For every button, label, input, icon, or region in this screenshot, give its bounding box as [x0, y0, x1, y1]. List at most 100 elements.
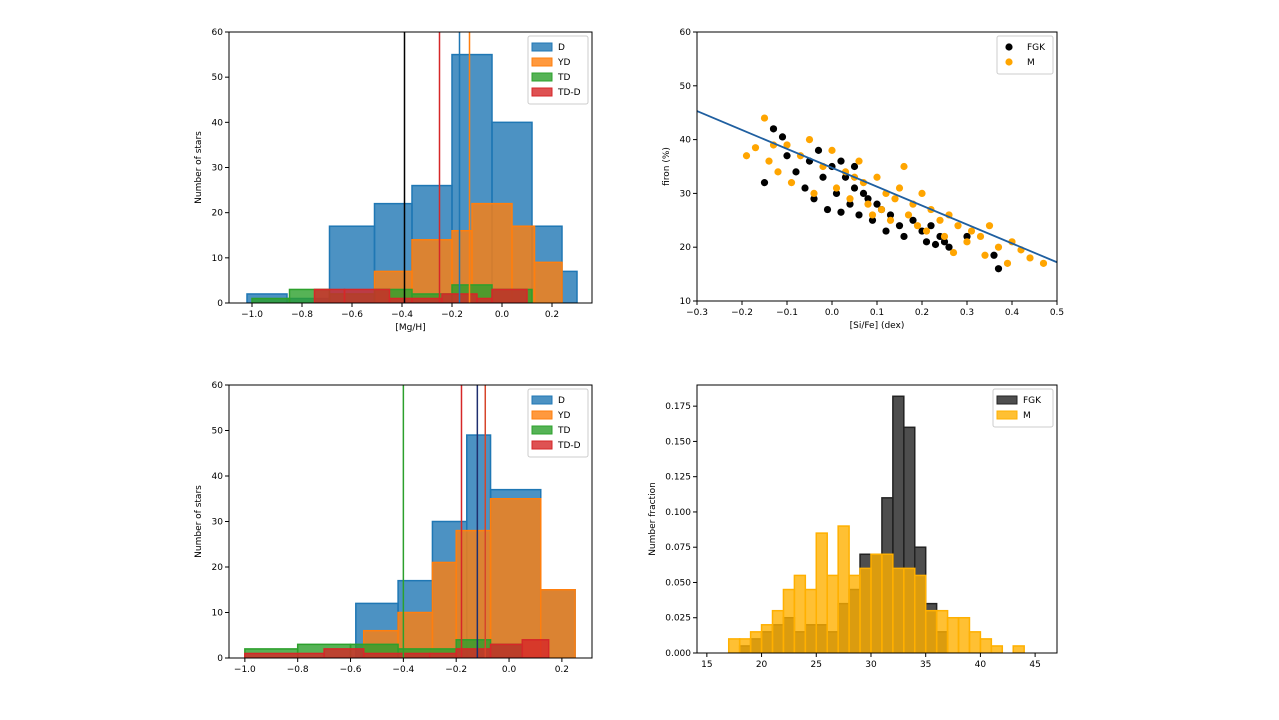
- legend-label: TD: [557, 73, 570, 83]
- x-axis-label: [Mg/H]: [395, 323, 425, 333]
- x-tick-label: 15: [701, 660, 712, 670]
- y-tick-label: 10: [212, 609, 224, 619]
- y-axis-label: firon (%): [662, 147, 672, 186]
- scatter-point: [981, 251, 989, 259]
- hist-bar: [489, 498, 542, 658]
- scatter-point: [1026, 254, 1034, 262]
- scatter-point: [805, 136, 814, 144]
- hist-bar: [903, 426, 916, 653]
- scatter-point: [837, 157, 845, 165]
- hist-bar: [251, 297, 291, 303]
- scatter-point: [778, 133, 787, 141]
- scatter-point: [994, 265, 1003, 273]
- y-tick-label: 0.175: [665, 402, 691, 412]
- hist-bar: [859, 567, 872, 653]
- scatter-point: [954, 222, 962, 230]
- hist-bar: [429, 652, 457, 658]
- hist-bar: [533, 261, 563, 303]
- y-tick-label: 30: [680, 189, 692, 199]
- hist-bar: [935, 609, 949, 653]
- scatter-point: [855, 211, 863, 219]
- scatter-point: [850, 184, 859, 192]
- scatter-point: [994, 243, 1003, 251]
- scatter-point: [819, 173, 827, 181]
- scatter-point: [922, 238, 931, 246]
- y-axis-label: Number of stars: [194, 485, 204, 558]
- x-tick-label: −0.2: [731, 308, 753, 318]
- scatter-point: [765, 157, 773, 165]
- scatter-point: [864, 200, 872, 208]
- legend-swatch: [531, 425, 553, 435]
- hist-bar: [727, 638, 741, 653]
- scatter-point: [846, 200, 854, 208]
- x-tick-label: −0.4: [392, 665, 414, 675]
- scatter-point: [823, 205, 832, 214]
- hist-bar: [362, 652, 431, 658]
- hist-bar: [411, 297, 443, 303]
- scatter-point: [868, 216, 877, 224]
- scatter-point: [792, 168, 800, 176]
- scatter-point: [886, 211, 895, 219]
- hist-bar: [323, 648, 365, 658]
- y-tick-label: 40: [212, 118, 224, 128]
- scatter-point: [940, 238, 949, 246]
- scatter-point: [859, 189, 868, 197]
- legend-swatch: [531, 410, 553, 420]
- hist-bar: [431, 561, 457, 658]
- scatter-point: [783, 141, 791, 149]
- plot-area: [697, 110, 1057, 273]
- hist-bar: [760, 624, 774, 653]
- legend-marker: [1005, 43, 1013, 51]
- hist-bar: [903, 567, 916, 653]
- hist-bar: [826, 574, 839, 653]
- y-tick-label: 50: [212, 427, 224, 437]
- hist-bar: [892, 567, 905, 653]
- scatter-point: [877, 205, 886, 214]
- scatter-point: [945, 243, 953, 251]
- hist-bar: [782, 588, 796, 653]
- legend-swatch: [531, 72, 553, 82]
- legend-box: [992, 388, 1054, 428]
- scatter-point: [850, 162, 859, 171]
- panel: −1.0 −0.8 −0.6 −0.4 −0.2 0.0 0.2 0 10 20 30 40 50 60 N…: [194, 381, 593, 675]
- hist-bar: [476, 297, 493, 303]
- x-tick-label: 35: [920, 660, 931, 670]
- x-tick-label: −0.1: [776, 308, 798, 318]
- y-tick-label: 0.100: [665, 508, 691, 518]
- scatter-point: [949, 248, 958, 257]
- y-tick-label: 0.050: [665, 578, 691, 588]
- legend-swatch: [531, 395, 553, 405]
- y-tick-label: 50: [212, 73, 224, 83]
- scatter-point: [760, 179, 769, 187]
- x-tick-label: −1.0: [234, 665, 256, 675]
- y-tick-label: 0: [217, 299, 223, 309]
- scatter-point: [1039, 259, 1048, 267]
- x-tick-label: 0.0: [495, 310, 510, 320]
- legend-swatch: [996, 410, 1018, 420]
- legend-swatch: [531, 440, 553, 450]
- scatter-point: [774, 168, 782, 176]
- y-tick-label: 10: [212, 254, 224, 264]
- y-axis-label: Number fraction: [648, 482, 658, 556]
- scatter-point: [787, 179, 796, 187]
- scatter-point: [837, 208, 845, 216]
- scatter-point: [976, 232, 985, 241]
- scatter-point: [868, 211, 877, 219]
- x-tick-label: 0.2: [915, 308, 929, 318]
- y-tick-label: 0.075: [665, 543, 691, 553]
- scatter-point: [990, 251, 998, 259]
- scatter-point: [769, 125, 778, 133]
- scatter-point: [873, 173, 881, 181]
- scatter-point: [873, 200, 881, 208]
- legend-label: M: [1027, 58, 1035, 68]
- hist-bar: [804, 588, 818, 653]
- hist-bar: [914, 574, 927, 653]
- x-tick-label: 0.2: [555, 665, 569, 675]
- scatter-point: [895, 222, 904, 230]
- hist-bar: [968, 631, 982, 653]
- hist-bar: [561, 270, 578, 303]
- scatter-point: [936, 216, 944, 224]
- y-tick-label: 40: [212, 472, 224, 482]
- x-tick-label: 0.0: [502, 665, 517, 675]
- y-tick-label: 60: [212, 28, 224, 38]
